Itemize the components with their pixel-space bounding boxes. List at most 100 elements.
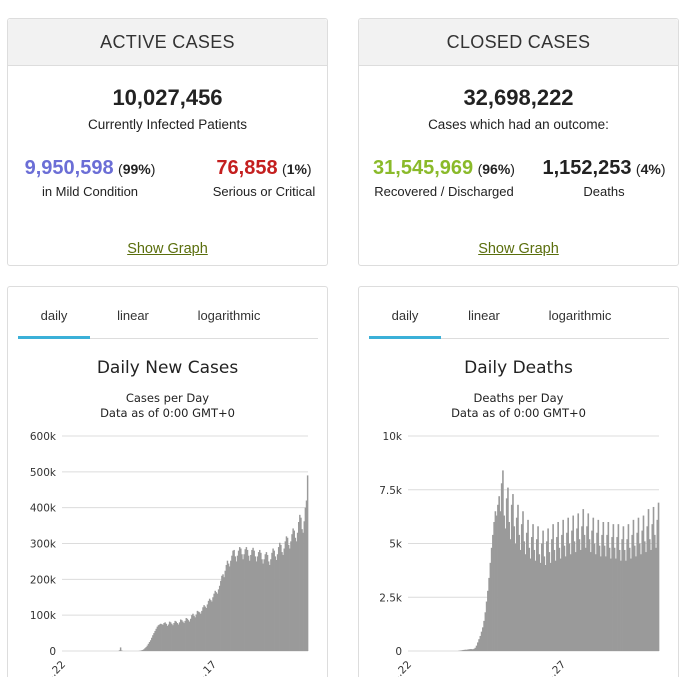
data-bar — [250, 554, 252, 651]
data-bar — [284, 541, 287, 651]
data-bar — [537, 526, 539, 651]
data-bar — [656, 519, 659, 651]
data-bar — [259, 549, 261, 651]
tab-daily[interactable]: daily — [369, 301, 441, 339]
data-bar — [272, 548, 274, 651]
data-bar — [238, 547, 241, 651]
data-bar — [542, 530, 544, 651]
data-bar — [573, 541, 576, 651]
data-bar — [612, 524, 615, 651]
data-bar — [217, 589, 220, 651]
data-bar — [261, 559, 263, 651]
data-bar — [158, 624, 161, 651]
data-bar — [236, 555, 239, 651]
data-bar — [643, 541, 646, 651]
data-bar — [576, 528, 578, 651]
data-bar — [266, 554, 269, 651]
recovered-stat: 31,545,969 (96%) Recovered / Discharged — [369, 157, 519, 199]
closed-cases-header: CLOSED CASES — [359, 19, 678, 66]
tab-logarithmic[interactable]: logarithmic — [548, 308, 612, 323]
data-bar — [579, 549, 582, 651]
tab-daily[interactable]: daily — [18, 301, 90, 339]
data-bar — [245, 547, 248, 651]
data-bar — [628, 547, 631, 651]
data-bar — [507, 487, 509, 651]
data-bar — [517, 504, 519, 651]
daily-new-cases-panel: daily linear logarithmic Daily New Cases… — [7, 286, 328, 677]
data-bar — [519, 549, 522, 651]
data-bar — [147, 643, 150, 651]
data-bar — [582, 509, 585, 651]
data-bar — [265, 552, 268, 651]
data-bar — [164, 622, 166, 651]
data-bar — [271, 552, 273, 651]
data-bar — [291, 534, 293, 651]
data-bar — [477, 642, 479, 651]
daily-deaths-panel: daily linear logarithmic Daily Deaths De… — [358, 286, 679, 677]
data-bar — [518, 534, 521, 651]
data-bar — [193, 615, 195, 651]
data-bar — [303, 521, 306, 651]
data-bar — [626, 539, 628, 651]
active-show-graph-link[interactable]: Show Graph — [127, 241, 208, 257]
data-bar — [568, 543, 571, 651]
data-bar — [235, 561, 238, 651]
data-bar — [293, 530, 295, 651]
data-bar — [267, 561, 270, 651]
data-bar — [196, 610, 199, 651]
x-tick-label: ..27 — [546, 659, 569, 677]
tab-linear[interactable]: linear — [117, 308, 149, 323]
data-bar — [527, 519, 529, 651]
chart-data-date: Data as of 0:00 GMT+0 — [451, 406, 586, 420]
data-bar — [141, 650, 143, 651]
data-bar — [218, 585, 221, 651]
data-bar — [262, 563, 264, 651]
data-bar — [260, 552, 262, 651]
active-cases-header: ACTIVE CASES — [8, 19, 327, 66]
chart-subtitle: Cases per Day — [125, 391, 210, 405]
data-bar — [285, 536, 288, 651]
tab-linear[interactable]: linear — [468, 308, 500, 323]
data-bar — [512, 494, 514, 651]
data-bar — [490, 547, 493, 651]
data-bar — [485, 601, 488, 651]
y-tick-label: 5k — [389, 539, 403, 551]
data-bar — [252, 547, 254, 651]
data-bar — [269, 565, 271, 651]
closed-show-graph-link[interactable]: Show Graph — [478, 241, 559, 257]
data-bar — [591, 530, 593, 651]
data-bar — [188, 621, 191, 651]
data-bar — [653, 534, 656, 651]
data-bar — [156, 626, 159, 651]
data-bar — [205, 608, 208, 651]
data-bar — [244, 549, 247, 651]
data-bar — [553, 549, 556, 651]
data-bar — [487, 590, 489, 651]
data-bar — [620, 560, 622, 651]
data-bar — [474, 647, 477, 651]
tab-logarithmic[interactable]: logarithmic — [197, 308, 261, 323]
data-bar — [566, 532, 568, 651]
data-bar — [469, 649, 472, 651]
data-bar — [635, 556, 637, 651]
data-bar — [606, 534, 608, 651]
data-bar — [204, 606, 206, 651]
data-bar — [143, 649, 145, 651]
data-bar — [222, 574, 224, 651]
data-bar — [572, 515, 575, 651]
data-bar — [642, 515, 645, 651]
data-bar — [301, 529, 303, 651]
data-bar — [473, 648, 475, 651]
data-bar — [300, 517, 302, 651]
data-bar — [651, 524, 654, 651]
data-bar — [499, 511, 502, 651]
data-bar — [198, 612, 201, 651]
mild-condition-count: 9,950,598 — [24, 157, 114, 179]
data-bar — [119, 647, 122, 651]
data-bar — [194, 617, 196, 651]
data-bar — [470, 649, 473, 651]
y-tick-label: 0 — [49, 646, 56, 658]
deaths-percent: 4% — [640, 161, 661, 177]
data-bar — [178, 622, 181, 651]
data-bar — [592, 517, 595, 651]
